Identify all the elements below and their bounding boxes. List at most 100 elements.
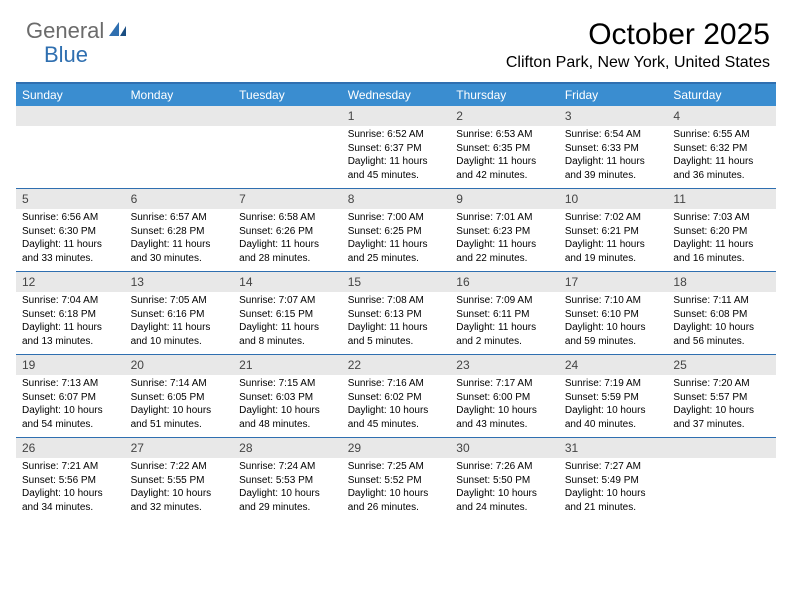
daynum-row: 12131415161718 (16, 272, 776, 292)
sunset-line: Sunset: 6:26 PM (239, 225, 336, 239)
day-cell: Sunrise: 7:22 AMSunset: 5:55 PMDaylight:… (125, 458, 234, 520)
day-cell: Sunrise: 6:53 AMSunset: 6:35 PMDaylight:… (450, 126, 559, 188)
day-number: 29 (342, 438, 451, 458)
day-cell (16, 126, 125, 188)
sunset-line: Sunset: 5:53 PM (239, 474, 336, 488)
day-number: 10 (559, 189, 668, 209)
day-cell: Sunrise: 6:55 AMSunset: 6:32 PMDaylight:… (667, 126, 776, 188)
daylight-line-2: and 2 minutes. (456, 335, 553, 349)
daylight-line-1: Daylight: 10 hours (673, 404, 770, 418)
day-number: 20 (125, 355, 234, 375)
sunrise-line: Sunrise: 7:09 AM (456, 294, 553, 308)
logo-text-general: General (26, 18, 104, 44)
day-cell: Sunrise: 7:05 AMSunset: 6:16 PMDaylight:… (125, 292, 234, 354)
day-cell: Sunrise: 7:11 AMSunset: 6:08 PMDaylight:… (667, 292, 776, 354)
sunrise-line: Sunrise: 6:55 AM (673, 128, 770, 142)
daylight-line-1: Daylight: 11 hours (131, 238, 228, 252)
daylight-line-2: and 5 minutes. (348, 335, 445, 349)
daylight-line-1: Daylight: 11 hours (456, 321, 553, 335)
daylight-line-1: Daylight: 11 hours (239, 238, 336, 252)
title-block: October 2025 Clifton Park, New York, Uni… (506, 18, 776, 72)
day-cell: Sunrise: 7:25 AMSunset: 5:52 PMDaylight:… (342, 458, 451, 520)
day-number: 31 (559, 438, 668, 458)
daylight-line-1: Daylight: 10 hours (22, 487, 119, 501)
sunset-line: Sunset: 6:21 PM (565, 225, 662, 239)
dow-saturday: Saturday (667, 84, 776, 106)
day-cell: Sunrise: 7:24 AMSunset: 5:53 PMDaylight:… (233, 458, 342, 520)
day-number: 1 (342, 106, 451, 126)
sunrise-line: Sunrise: 7:14 AM (131, 377, 228, 391)
daylight-line-2: and 54 minutes. (22, 418, 119, 432)
sunrise-line: Sunrise: 7:05 AM (131, 294, 228, 308)
logo-text-blue-wrap: Blue (44, 42, 88, 68)
daylight-line-2: and 19 minutes. (565, 252, 662, 266)
daylight-line-1: Daylight: 11 hours (673, 238, 770, 252)
daylight-line-2: and 25 minutes. (348, 252, 445, 266)
day-number: 19 (16, 355, 125, 375)
sunrise-line: Sunrise: 7:22 AM (131, 460, 228, 474)
daylight-line-1: Daylight: 11 hours (456, 238, 553, 252)
daylight-line-2: and 45 minutes. (348, 169, 445, 183)
sunset-line: Sunset: 6:10 PM (565, 308, 662, 322)
day-number (233, 106, 342, 126)
sunset-line: Sunset: 6:13 PM (348, 308, 445, 322)
month-title: October 2025 (506, 18, 770, 52)
day-cell: Sunrise: 7:09 AMSunset: 6:11 PMDaylight:… (450, 292, 559, 354)
daylight-line-1: Daylight: 10 hours (565, 321, 662, 335)
day-number: 11 (667, 189, 776, 209)
daylight-line-2: and 22 minutes. (456, 252, 553, 266)
day-number: 15 (342, 272, 451, 292)
sunset-line: Sunset: 6:16 PM (131, 308, 228, 322)
day-cell: Sunrise: 7:21 AMSunset: 5:56 PMDaylight:… (16, 458, 125, 520)
dow-tuesday: Tuesday (233, 84, 342, 106)
day-number (125, 106, 234, 126)
daylight-line-2: and 28 minutes. (239, 252, 336, 266)
daylight-line-1: Daylight: 10 hours (131, 404, 228, 418)
day-cell (233, 126, 342, 188)
day-number (667, 438, 776, 458)
sunset-line: Sunset: 6:00 PM (456, 391, 553, 405)
daylight-line-2: and 42 minutes. (456, 169, 553, 183)
day-cell: Sunrise: 7:14 AMSunset: 6:05 PMDaylight:… (125, 375, 234, 437)
daylight-line-2: and 26 minutes. (348, 501, 445, 515)
daylight-line-1: Daylight: 11 hours (565, 238, 662, 252)
daylight-line-1: Daylight: 11 hours (456, 155, 553, 169)
sunrise-line: Sunrise: 7:13 AM (22, 377, 119, 391)
daylight-line-1: Daylight: 10 hours (348, 487, 445, 501)
daynum-row: 567891011 (16, 189, 776, 209)
day-number: 9 (450, 189, 559, 209)
sunset-line: Sunset: 6:30 PM (22, 225, 119, 239)
location: Clifton Park, New York, United States (506, 54, 770, 72)
day-number: 22 (342, 355, 451, 375)
daylight-line-1: Daylight: 11 hours (131, 321, 228, 335)
day-number: 25 (667, 355, 776, 375)
daylight-line-2: and 39 minutes. (565, 169, 662, 183)
sunrise-line: Sunrise: 7:03 AM (673, 211, 770, 225)
sunrise-line: Sunrise: 7:07 AM (239, 294, 336, 308)
sunrise-line: Sunrise: 7:20 AM (673, 377, 770, 391)
daylight-line-1: Daylight: 10 hours (673, 321, 770, 335)
daylight-line-2: and 34 minutes. (22, 501, 119, 515)
day-number: 5 (16, 189, 125, 209)
daylight-line-2: and 8 minutes. (239, 335, 336, 349)
daynum-row: 262728293031 (16, 438, 776, 458)
day-cell: Sunrise: 6:54 AMSunset: 6:33 PMDaylight:… (559, 126, 668, 188)
daylight-line-1: Daylight: 11 hours (348, 238, 445, 252)
sunrise-line: Sunrise: 6:54 AM (565, 128, 662, 142)
daylight-line-1: Daylight: 11 hours (565, 155, 662, 169)
sunrise-line: Sunrise: 7:24 AM (239, 460, 336, 474)
daylight-line-1: Daylight: 10 hours (565, 404, 662, 418)
sunrise-line: Sunrise: 7:19 AM (565, 377, 662, 391)
day-cell: Sunrise: 7:04 AMSunset: 6:18 PMDaylight:… (16, 292, 125, 354)
sunrise-line: Sunrise: 6:57 AM (131, 211, 228, 225)
sunset-line: Sunset: 6:07 PM (22, 391, 119, 405)
day-cell: Sunrise: 7:20 AMSunset: 5:57 PMDaylight:… (667, 375, 776, 437)
sunrise-line: Sunrise: 7:27 AM (565, 460, 662, 474)
sunrise-line: Sunrise: 7:21 AM (22, 460, 119, 474)
week-row: 567891011Sunrise: 6:56 AMSunset: 6:30 PM… (16, 188, 776, 271)
header: General October 2025 Clifton Park, New Y… (16, 18, 776, 72)
daylight-line-2: and 51 minutes. (131, 418, 228, 432)
day-cell: Sunrise: 6:57 AMSunset: 6:28 PMDaylight:… (125, 209, 234, 271)
day-cell: Sunrise: 7:01 AMSunset: 6:23 PMDaylight:… (450, 209, 559, 271)
daylight-line-2: and 43 minutes. (456, 418, 553, 432)
